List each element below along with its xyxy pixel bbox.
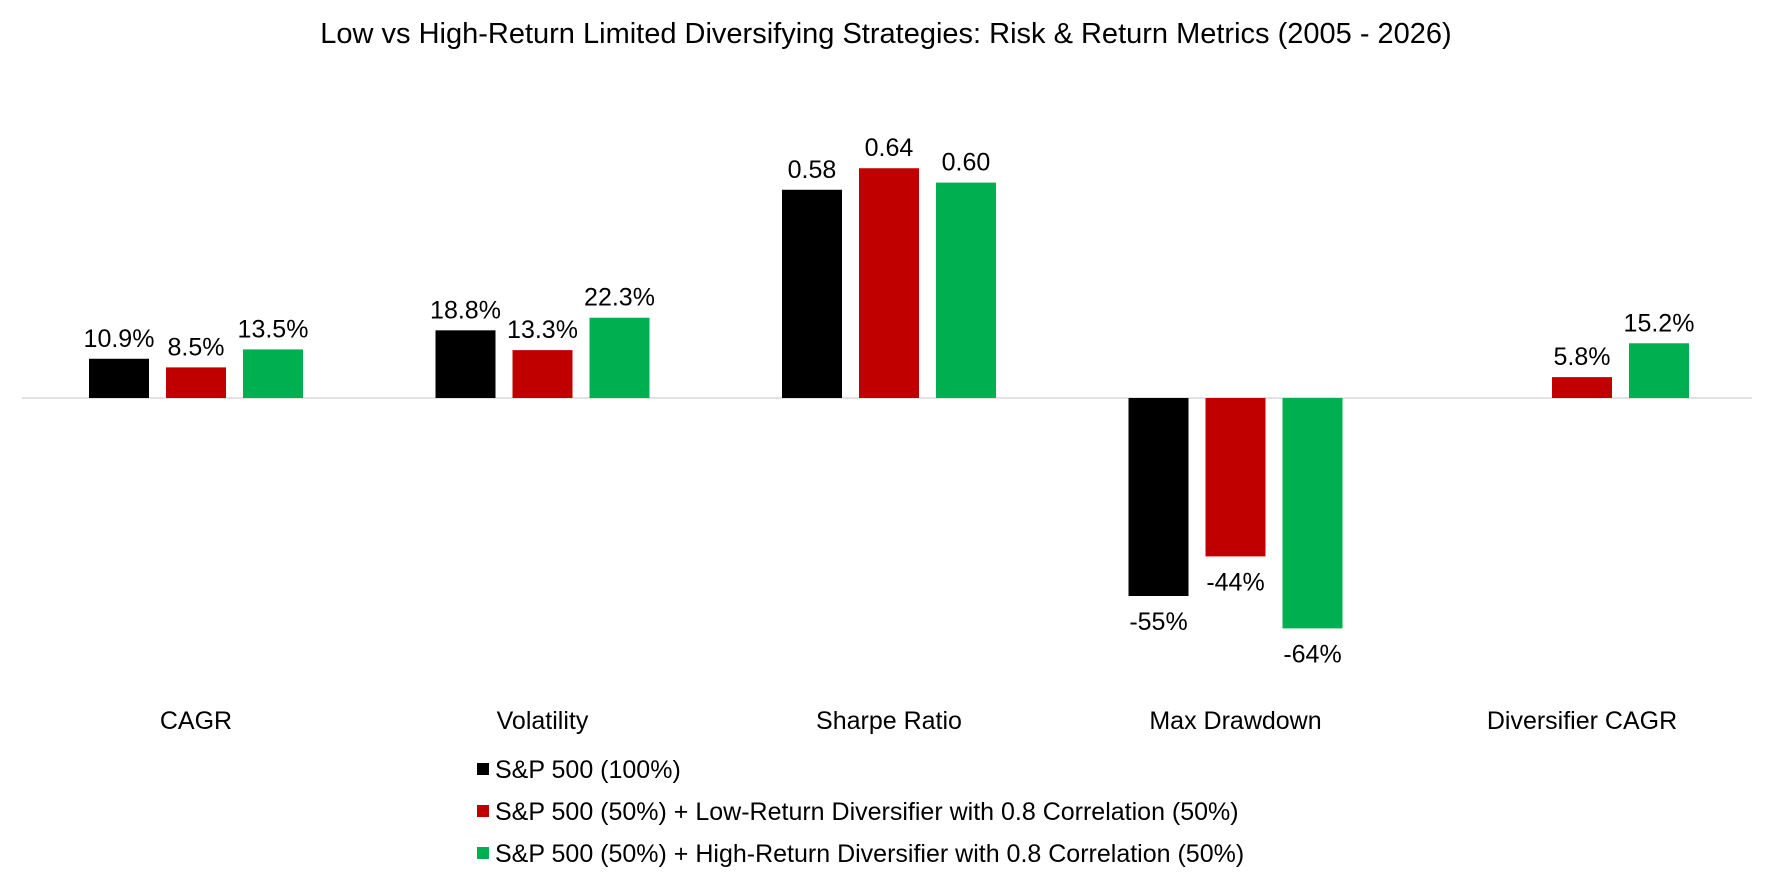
bar-max-drawdown-series-2 xyxy=(1205,398,1266,557)
category-label-sharpe-ratio: Sharpe Ratio xyxy=(816,707,962,735)
bar-volatility-series-1 xyxy=(435,330,496,398)
category-label-cagr: CAGR xyxy=(160,707,232,735)
bar-sharpe-ratio-series-2 xyxy=(859,168,919,398)
category-label-volatility: Volatility xyxy=(497,707,589,735)
legend-label-series-2: S&P 500 (50%) + Low-Return Diversifier w… xyxy=(495,798,1239,826)
bar-volatility-series-3 xyxy=(589,317,650,398)
bar-cagr-series-1 xyxy=(89,358,149,398)
category-label-max-drawdown: Max Drawdown xyxy=(1149,707,1321,735)
data-label-cagr-series-3: 13.5% xyxy=(238,315,309,343)
bar-cagr-series-3 xyxy=(243,349,303,398)
data-label-sharpe-ratio-series-3: 0.60 xyxy=(942,149,991,177)
data-label-cagr-series-2: 8.5% xyxy=(168,333,225,361)
data-label-diversifier-cagr-series-2: 5.8% xyxy=(1554,343,1611,371)
plot-area: 10.9% 8.5% 13.5% CAGR 18.8%13.3%22.3% Volatil… xyxy=(22,134,1752,735)
bar-diversifier-cagr-series-3 xyxy=(1629,343,1689,398)
bar-sharpe-ratio-series-1 xyxy=(782,189,842,398)
legend-label-series-1: S&P 500 (100%) xyxy=(495,756,681,784)
data-label-sharpe-ratio-series-2: 0.64 xyxy=(865,134,914,162)
legend-swatch-series-3 xyxy=(477,847,489,859)
data-label-max-drawdown-series-3: -64% xyxy=(1283,640,1341,668)
bar-volatility-series-2 xyxy=(512,350,573,398)
legend-swatch-series-2 xyxy=(477,805,489,817)
data-label-max-drawdown-series-1: -55% xyxy=(1129,608,1187,636)
data-label-volatility-series-1: 18.8% xyxy=(430,296,501,324)
bar-diversifier-cagr-series-2 xyxy=(1552,377,1612,398)
data-label-cagr-series-1: 10.9% xyxy=(84,325,155,353)
data-label-diversifier-cagr-series-3: 15.2% xyxy=(1624,309,1695,337)
data-label-sharpe-ratio-series-1: 0.58 xyxy=(788,156,837,184)
bar-max-drawdown-series-3 xyxy=(1282,398,1343,629)
category-label-diversifier-cagr: Diversifier CAGR xyxy=(1487,707,1677,735)
data-label-volatility-series-3: 22.3% xyxy=(584,284,655,312)
bar-sharpe-ratio-series-3 xyxy=(936,182,996,398)
chart-title: Low vs High-Return Limited Diversifying … xyxy=(320,18,1451,50)
data-label-volatility-series-2: 13.3% xyxy=(507,316,578,344)
legend-label-series-3: S&P 500 (50%) + High-Return Diversifier … xyxy=(495,840,1244,868)
bar-max-drawdown-series-1 xyxy=(1128,398,1189,596)
legend: S&P 500 (100%) S&P 500 (50%) + Low-Return… xyxy=(477,756,1244,868)
data-label-max-drawdown-series-2: -44% xyxy=(1206,568,1264,596)
bar-cagr-series-2 xyxy=(166,367,226,398)
legend-swatch-series-1 xyxy=(477,763,489,775)
